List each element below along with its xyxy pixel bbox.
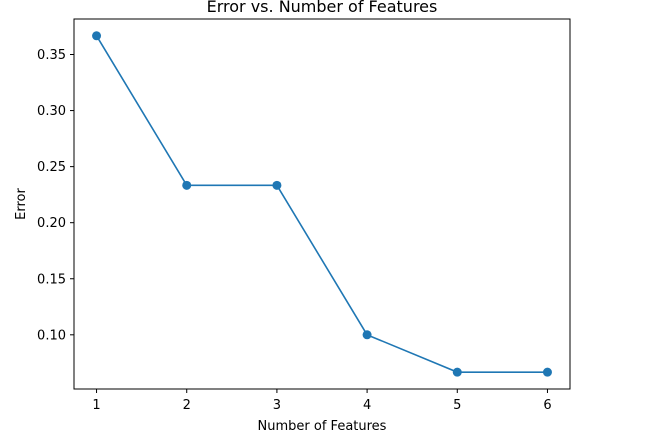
x-tick-label: 5 xyxy=(453,398,461,413)
data-point xyxy=(362,330,372,340)
data-point xyxy=(452,367,462,377)
data-point xyxy=(182,180,192,190)
y-tick-label: 0.15 xyxy=(37,272,66,287)
x-axis: 1 2 3 4 5 6 xyxy=(92,389,552,413)
chart-title: Error vs. Number of Features xyxy=(207,0,438,16)
y-tick-label: 0.10 xyxy=(37,328,66,343)
x-tick-label: 3 xyxy=(273,398,281,413)
x-axis-label: Number of Features xyxy=(258,419,387,434)
y-tick-label: 0.30 xyxy=(37,104,66,119)
x-tick-label: 6 xyxy=(543,398,551,413)
x-tick-label: 2 xyxy=(183,398,191,413)
y-tick-label: 0.25 xyxy=(37,160,66,175)
y-axis: 0.10 0.15 0.20 0.25 0.30 0.35 xyxy=(37,48,74,343)
series-group xyxy=(92,31,552,377)
data-point xyxy=(542,367,552,377)
y-tick-label: 0.20 xyxy=(37,216,66,231)
series-line xyxy=(95,35,548,373)
plot-area xyxy=(73,18,571,390)
x-tick-label: 1 xyxy=(92,398,100,413)
x-tick-label: 4 xyxy=(363,398,371,413)
data-point xyxy=(272,180,282,190)
data-point xyxy=(92,31,102,41)
y-axis-label: Error xyxy=(14,188,29,220)
y-tick-label: 0.35 xyxy=(37,48,66,63)
